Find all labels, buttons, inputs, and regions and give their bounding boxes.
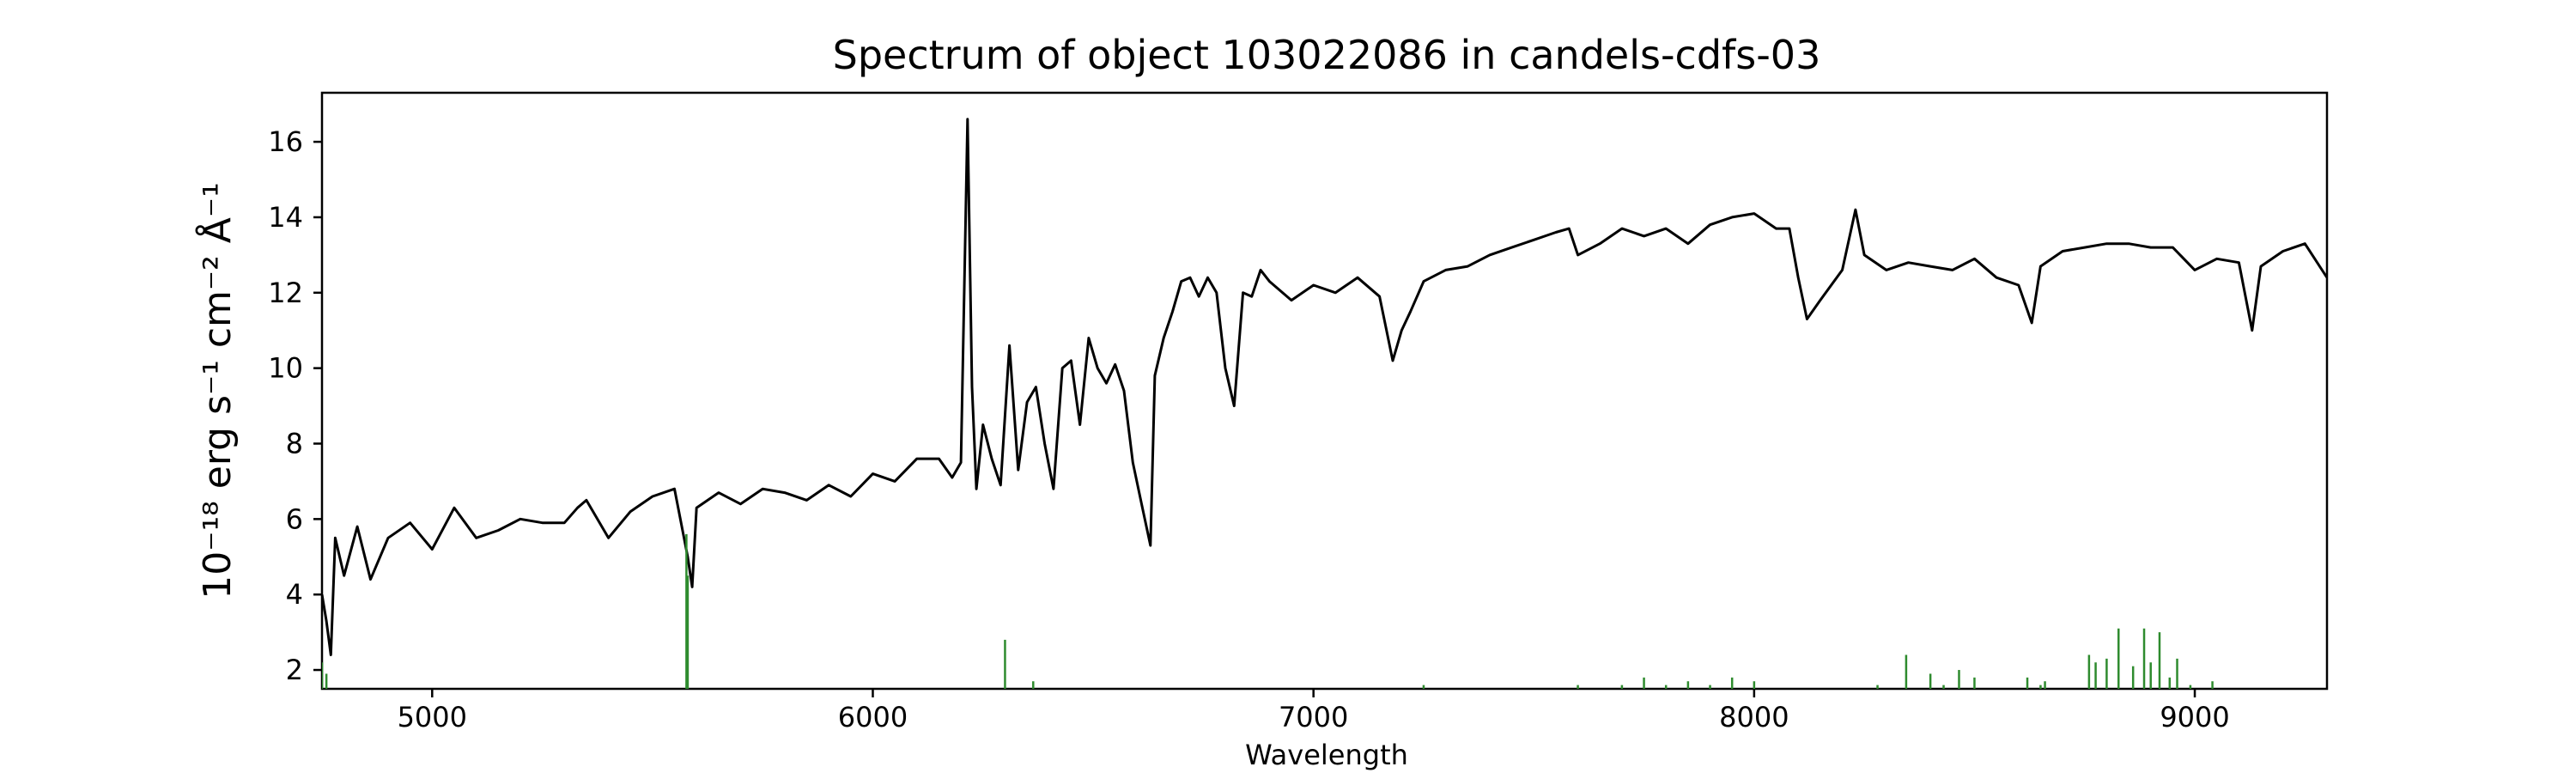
y-tick-label: 6	[286, 502, 303, 535]
x-axis-label: Wavelength	[1245, 739, 1408, 771]
plot-area: 5000 6000 7000 8000 9000 2 4 6 8 10 12 14 16	[268, 91, 2329, 733]
y-tick-label: 10	[268, 352, 303, 385]
y-axis-label: 10⁻¹⁸ erg s⁻¹ cm⁻² Å⁻¹	[194, 182, 240, 599]
y-tick-label: 8	[286, 427, 303, 460]
chart-title: Spectrum of object 103022086 in candels-…	[833, 32, 1821, 78]
x-tick-label: 8000	[1719, 701, 1789, 733]
x-tick-label: 6000	[838, 701, 908, 733]
y-axis: 2 4 6 8 10 12 14 16	[268, 125, 322, 686]
x-tick-label: 9000	[2160, 701, 2229, 733]
spectrum-line	[322, 118, 2327, 656]
x-tick-label: 5000	[398, 701, 467, 733]
plot-frame	[320, 91, 2329, 691]
x-axis: 5000 6000 7000 8000 9000	[398, 689, 2230, 733]
series-layer	[322, 118, 2327, 689]
y-tick-label: 12	[268, 277, 303, 309]
y-tick-label: 4	[286, 578, 303, 611]
x-tick-label: 7000	[1279, 701, 1348, 733]
y-tick-label: 16	[268, 125, 303, 158]
y-tick-label: 14	[268, 201, 303, 234]
y-tick-label: 2	[286, 654, 303, 686]
